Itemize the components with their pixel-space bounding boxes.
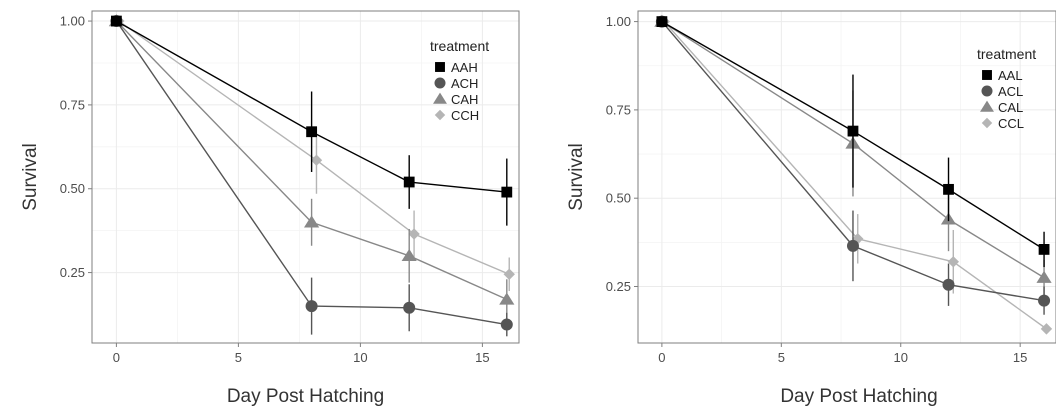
point-CAL: [1036, 270, 1052, 283]
point-CCL: [1040, 323, 1053, 335]
point-AAL: [943, 183, 954, 195]
legend-label-AAH: AAH: [451, 60, 478, 75]
y-tick-label: 0.50: [60, 181, 85, 196]
legend-title: treatment: [977, 46, 1036, 62]
legend-key-ACL: [981, 85, 993, 97]
x-tick-label: 0: [113, 350, 120, 365]
x-tick-label: 10: [353, 350, 367, 365]
point-AAH: [306, 126, 317, 138]
legend-label-CCL: CCL: [998, 116, 1024, 131]
y-axis-title: Survival: [566, 143, 587, 211]
x-tick-label: 15: [1013, 350, 1027, 365]
point-AAH: [403, 176, 415, 188]
point-ACH: [500, 318, 513, 331]
point-ACH: [305, 300, 318, 313]
plot-background: [92, 11, 519, 343]
point-CCL: [852, 233, 864, 245]
series-line-AAL: [661, 20, 1045, 250]
point-AAH: [501, 186, 513, 198]
series-AAL: [656, 16, 1050, 268]
x-tick-label: 10: [894, 350, 908, 365]
y-tick-label: 0.25: [60, 265, 85, 280]
point-CAH: [499, 292, 515, 305]
legend-label-ACH: ACH: [451, 76, 478, 91]
series-line-CAL: [661, 21, 1045, 279]
legend-key-CAH: [433, 92, 447, 104]
series-AAH: [111, 15, 513, 226]
y-axis-title: Survival: [20, 143, 41, 211]
point-ACL: [846, 239, 859, 252]
legend-key-CCL: [981, 117, 993, 129]
legend-key-AAH: [435, 62, 445, 72]
point-AAH: [111, 15, 122, 27]
y-tick-label: 1.00: [60, 14, 85, 29]
legend-key-CCH: [434, 109, 446, 121]
y-tick-label: 0.75: [606, 102, 631, 117]
series-line-CCH: [118, 20, 510, 275]
legend-label-CAH: CAH: [451, 92, 478, 107]
legend-label-ACL: ACL: [998, 84, 1023, 99]
series-line-ACH: [115, 20, 507, 326]
point-CCH: [408, 228, 420, 240]
point-ACL: [942, 278, 955, 291]
legend-title: treatment: [430, 38, 489, 54]
legend-key-AAL: [982, 70, 992, 80]
x-tick-label: 5: [235, 350, 242, 365]
point-AAL: [1038, 244, 1050, 255]
y-tick-label: 0.25: [606, 279, 631, 294]
point-CCL: [947, 256, 959, 268]
legend-label-AAL: AAL: [998, 68, 1023, 83]
plot-background: [638, 11, 1056, 343]
y-tick-label: 1.00: [606, 14, 631, 29]
series-line-AAH: [116, 20, 507, 193]
x-tick-label: 15: [475, 350, 489, 365]
x-axis-title: Day Post Hatching: [780, 386, 937, 407]
panel-border: [637, 10, 1056, 344]
point-ACL: [1038, 294, 1051, 307]
legend-key-ACH: [434, 77, 446, 89]
panel-1: 0 5 10 15 0.25 0.50 0.75 1.00 Day Post Hatching S…: [20, 10, 520, 407]
y-tick-label: 0.75: [60, 97, 85, 112]
point-ACH: [403, 301, 416, 314]
point-AAL: [656, 16, 668, 27]
series-line-ACL: [661, 21, 1045, 302]
legend-label-CCH: CCH: [451, 108, 479, 123]
point-CAH: [401, 248, 417, 261]
legend-label-CAL: CAL: [998, 100, 1023, 115]
x-tick-label: 5: [778, 350, 785, 365]
point-AAL: [847, 125, 859, 137]
panel-2: 0 5 10 15 0.25 0.50 0.75 1.00 Day Post Hatching S…: [566, 10, 1056, 407]
legend-key-CAL: [980, 100, 994, 112]
point-CCH: [310, 154, 323, 166]
x-axis-title: Day Post Hatching: [227, 386, 384, 407]
point-CCH: [503, 268, 515, 280]
series-ACL: [655, 15, 1051, 315]
panel-border: [91, 10, 520, 344]
y-tick-label: 0.50: [606, 191, 631, 206]
point-CAH: [304, 215, 320, 228]
x-tick-label: 0: [658, 350, 665, 365]
series-line-CCL: [663, 21, 1047, 330]
series-line-CAH: [115, 20, 508, 301]
